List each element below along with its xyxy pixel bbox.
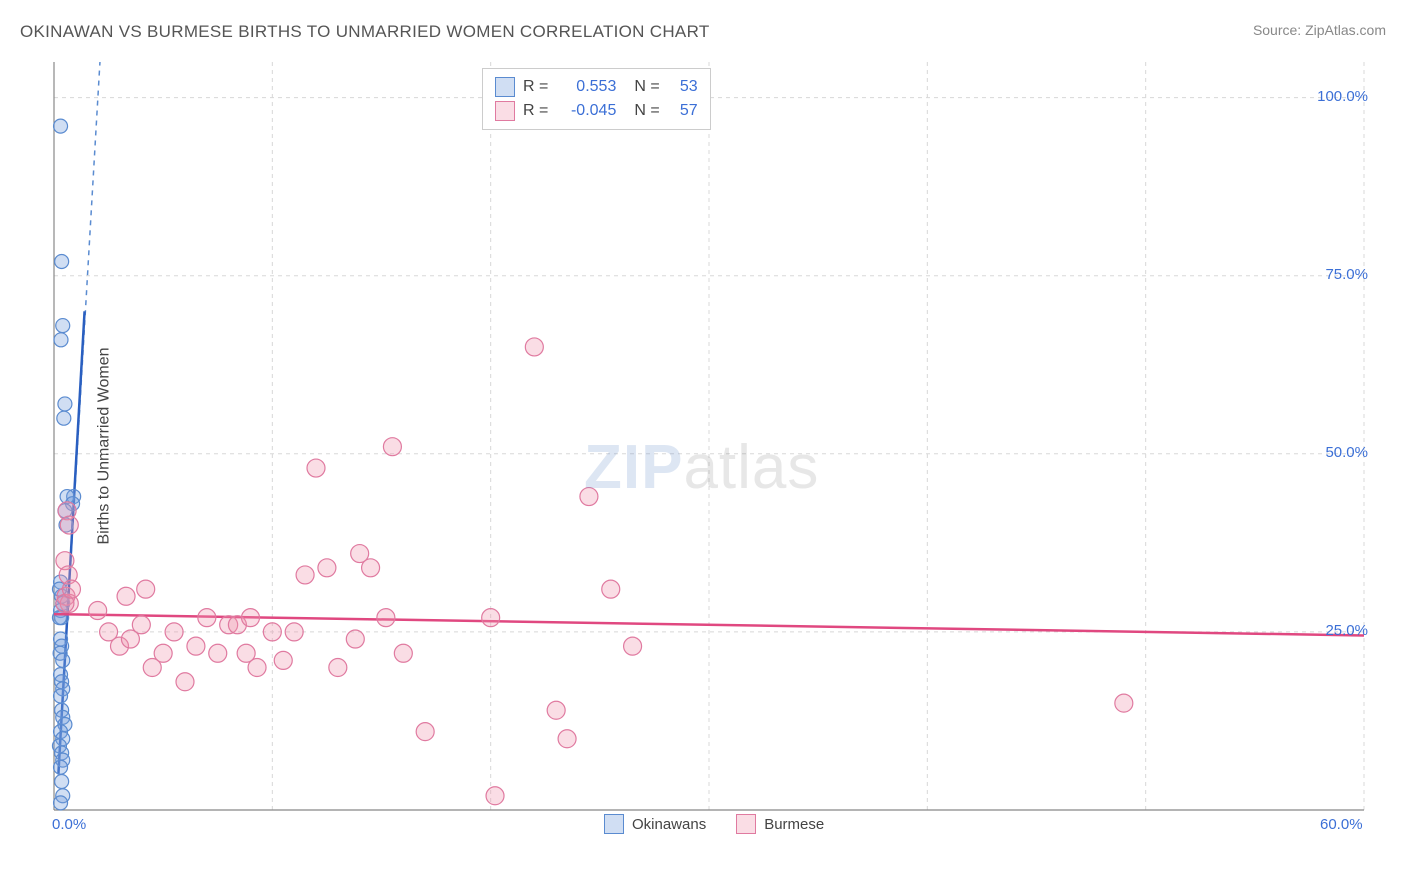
legend-row: R = 0.553 N = 53 xyxy=(495,75,698,99)
legend-swatch xyxy=(736,814,756,834)
legend-n-value: 53 xyxy=(668,78,698,96)
series-name: Okinawans xyxy=(632,816,706,833)
y-tick-label: 25.0% xyxy=(1325,622,1368,639)
y-tick-label: 50.0% xyxy=(1325,444,1368,461)
legend-swatch xyxy=(495,101,515,121)
legend-r-label: R = xyxy=(523,102,548,120)
legend-n-value: 57 xyxy=(668,102,698,120)
series-legend-item: Burmese xyxy=(736,814,824,834)
legend-r-value: 0.553 xyxy=(556,78,616,96)
legend-n-label: N = xyxy=(634,102,659,120)
legend-swatch xyxy=(495,77,515,97)
source-attribution: Source: ZipAtlas.com xyxy=(1253,22,1386,38)
chart-title: OKINAWAN VS BURMESE BIRTHS TO UNMARRIED … xyxy=(20,22,710,42)
chart-area: ZIPatlas R =0.553N =53R =-0.045N =57 Oki… xyxy=(44,62,1374,818)
legend-row: R = -0.045 N = 57 xyxy=(495,99,698,123)
series-legend-item: Okinawans xyxy=(604,814,706,834)
x-tick-label: 0.0% xyxy=(52,816,86,833)
legend-r-value: -0.045 xyxy=(556,102,616,120)
legend-swatch xyxy=(604,814,624,834)
x-tick-label: 60.0% xyxy=(1320,816,1363,833)
legend-n-label: N = xyxy=(634,78,659,96)
correlation-legend: R = 0.553 N = 53 R = -0.045 N = 57 xyxy=(482,68,711,130)
scatter-chart xyxy=(44,62,1374,818)
y-tick-label: 75.0% xyxy=(1325,266,1368,283)
source-link[interactable]: ZipAtlas.com xyxy=(1305,22,1386,38)
source-label: Source: xyxy=(1253,22,1301,38)
series-legend: Okinawans Burmese xyxy=(604,814,824,834)
legend-r-label: R = xyxy=(523,78,548,96)
series-name: Burmese xyxy=(764,816,824,833)
y-tick-label: 100.0% xyxy=(1317,88,1368,105)
